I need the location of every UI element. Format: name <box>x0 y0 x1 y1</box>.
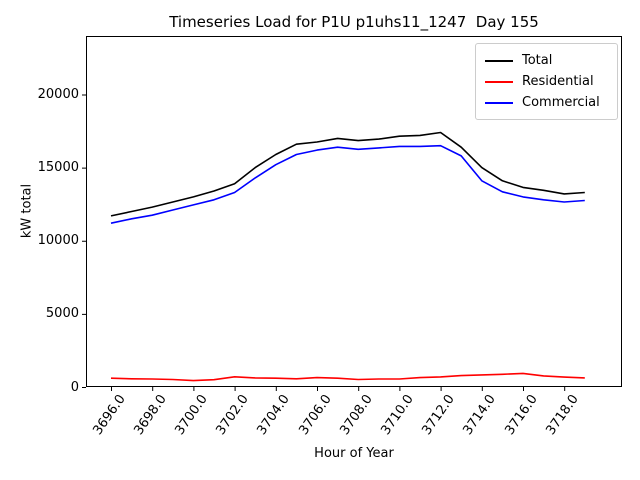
series-line-commercial <box>110 144 585 224</box>
chart-title: Timeseries Load for P1U p1uhs11_1247 Day… <box>169 13 539 31</box>
y-tick-label: 20000 <box>37 87 79 102</box>
residential-line-sample-icon <box>485 80 513 83</box>
legend-label-total: Total <box>522 53 553 68</box>
series-line-residential <box>110 372 585 382</box>
y-tick-label: 5000 <box>45 306 79 322</box>
legend-item-residential: Residential <box>485 71 608 92</box>
commercial-line-sample-icon <box>485 101 513 104</box>
axes-spines <box>86 36 622 387</box>
y-tick-label: 0 <box>70 379 79 395</box>
legend-item-commercial: Commercial <box>485 92 608 113</box>
series-line-total <box>110 131 585 217</box>
x-axis-label: Hour of Year <box>314 446 394 461</box>
total-line-sample-icon <box>485 59 513 62</box>
legend-label-residential: Residential <box>522 74 594 89</box>
y-tick-label: 10000 <box>37 233 79 249</box>
legend-label-commercial: Commercial <box>522 95 600 110</box>
y-tick-label: 15000 <box>37 160 79 176</box>
legend: Total Residential Commercial <box>475 43 618 120</box>
legend-item-total: Total <box>485 50 608 71</box>
